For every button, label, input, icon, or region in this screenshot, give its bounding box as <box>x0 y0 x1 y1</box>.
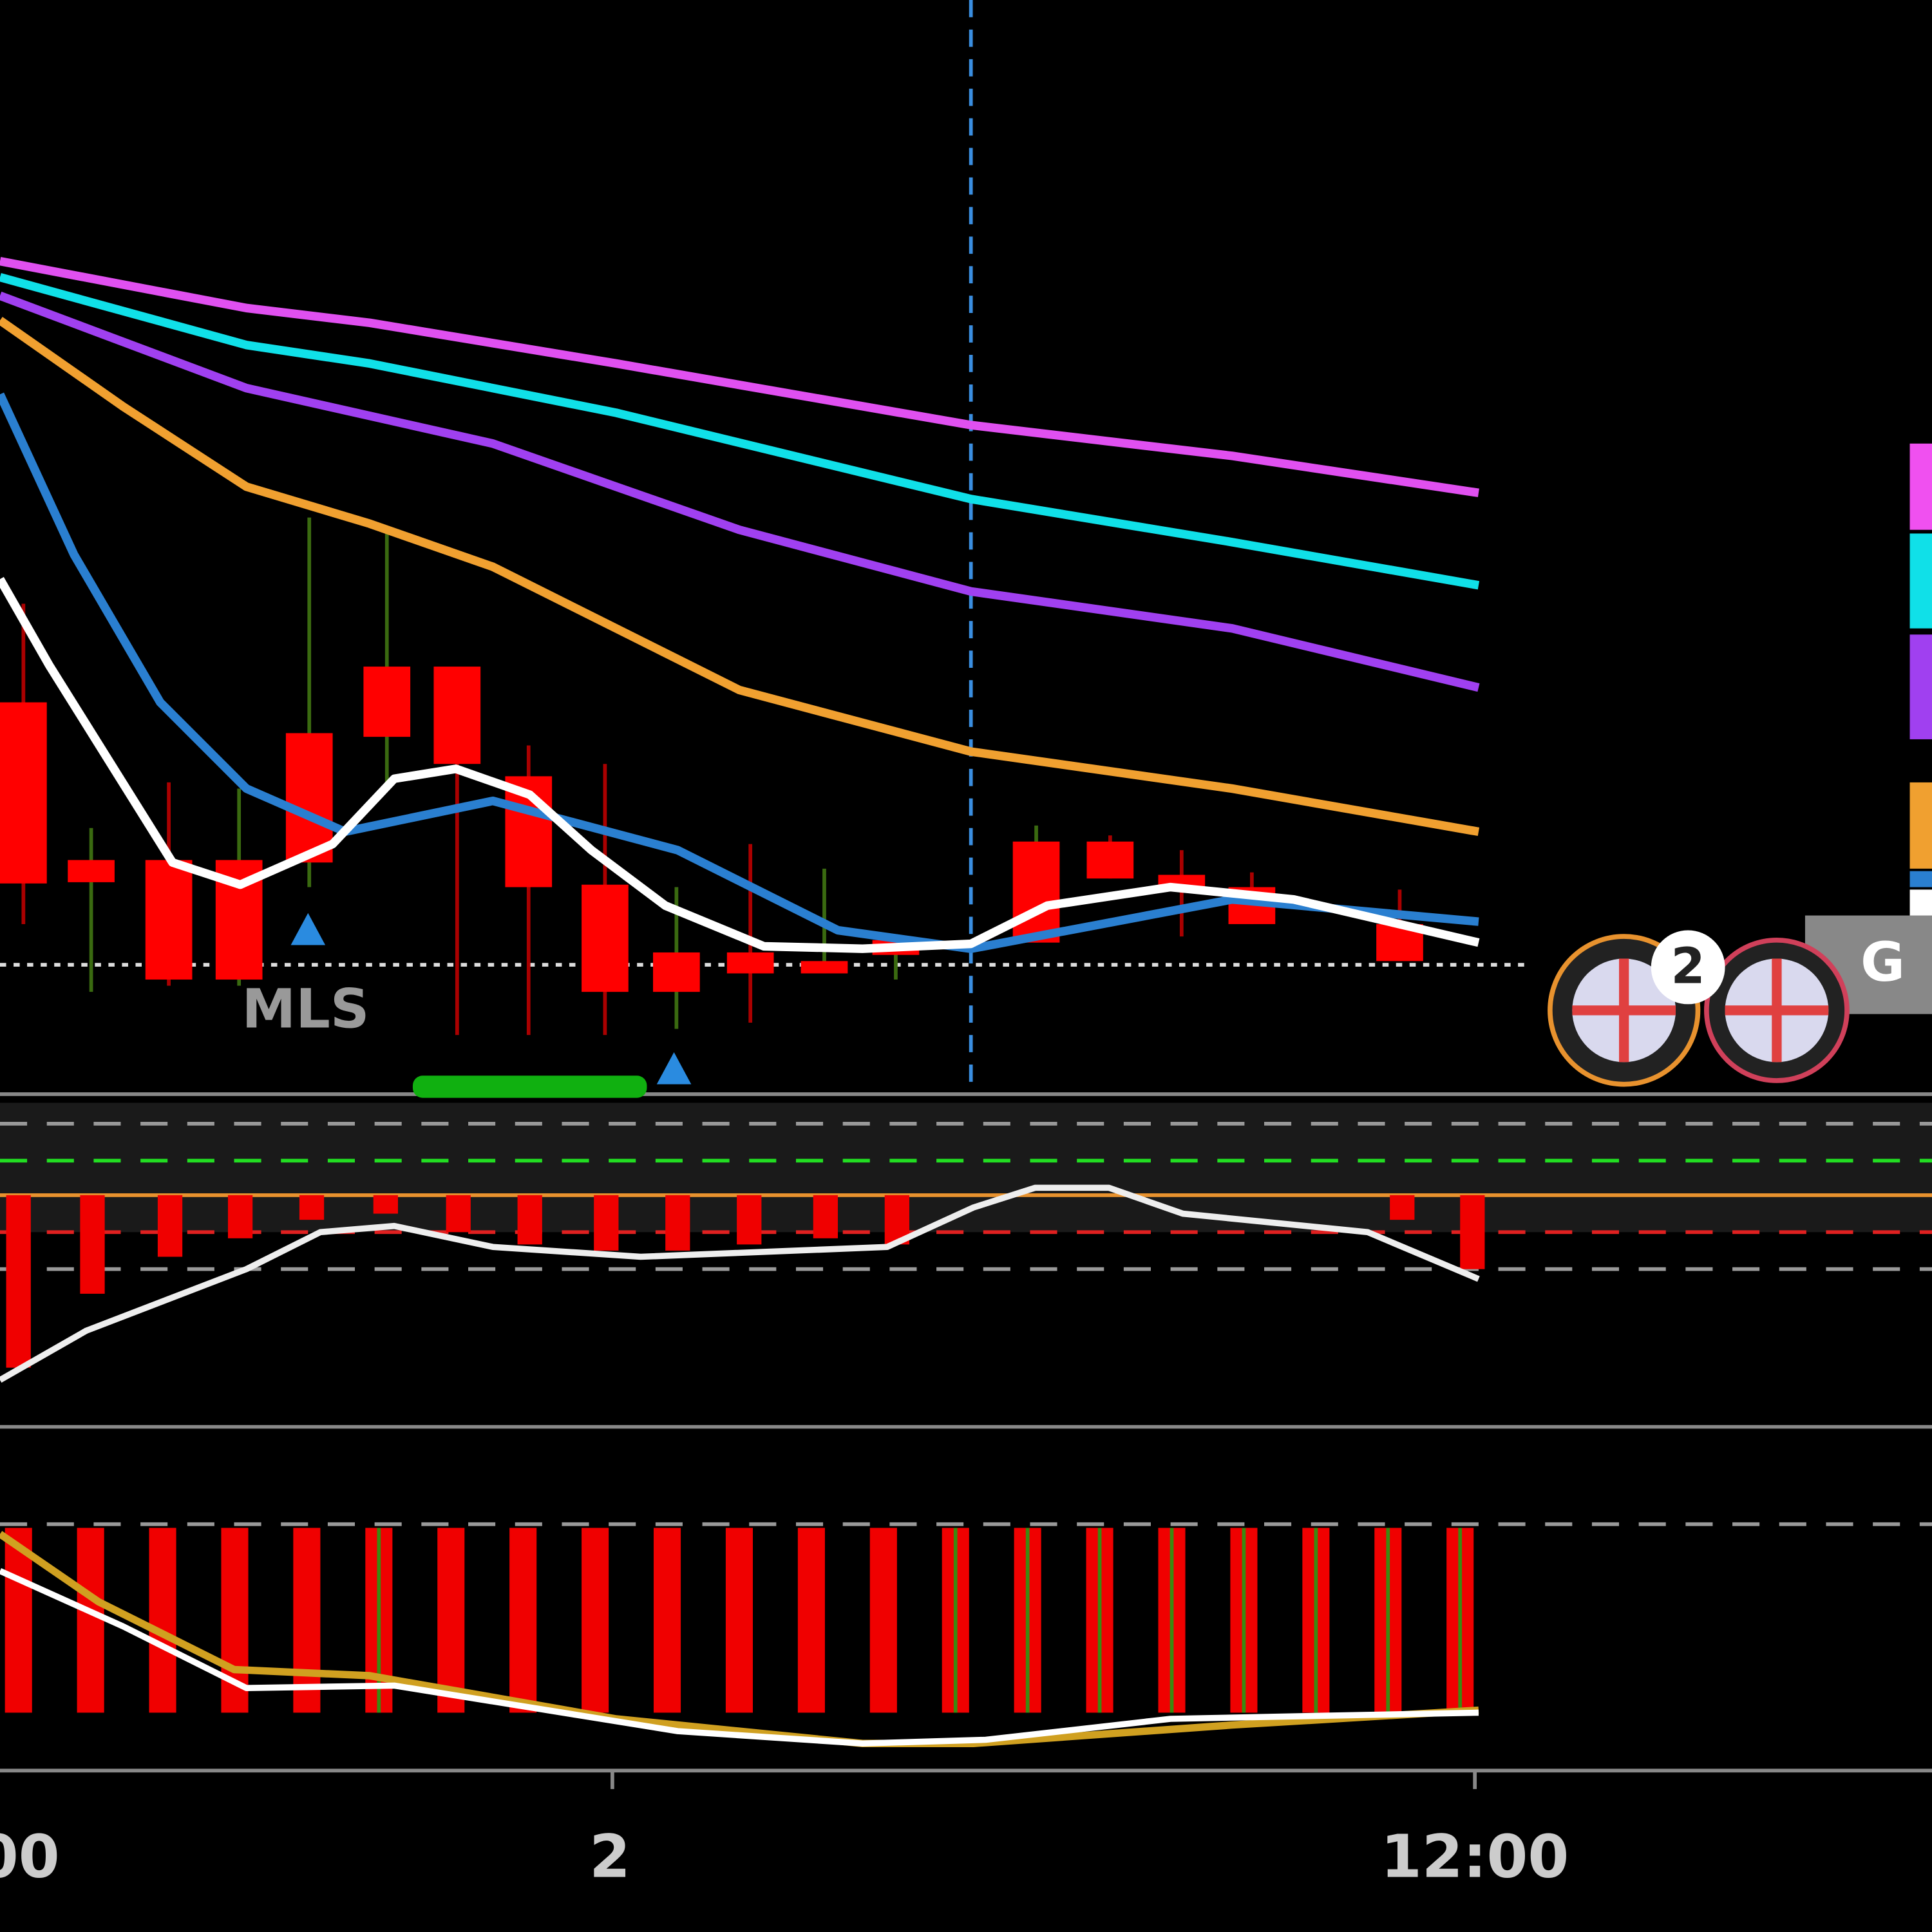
osc-line <box>0 1184 1480 1383</box>
hist-bar <box>5 1528 32 1713</box>
osc-bar <box>446 1195 471 1233</box>
ma-line <box>0 273 1480 590</box>
study-label: MLS <box>242 978 369 1041</box>
candle <box>145 860 193 980</box>
candle <box>726 952 774 974</box>
osc-bar <box>373 1195 398 1214</box>
osc-bar <box>1460 1195 1485 1269</box>
time-label: 2 <box>589 1822 630 1891</box>
ma-line <box>0 392 1479 953</box>
flag-cross <box>1725 958 1829 1063</box>
macd-line <box>0 1568 1479 1747</box>
osc-bar <box>227 1195 253 1238</box>
osc-bar <box>80 1195 105 1294</box>
ma-line <box>0 291 1480 692</box>
osc-bar <box>157 1195 183 1257</box>
hist-bar <box>725 1528 753 1713</box>
osc-bar <box>737 1195 762 1245</box>
axis-tag <box>1909 782 1932 869</box>
ma-line <box>0 316 1480 837</box>
time-label: 12:00 <box>1381 1822 1569 1891</box>
layers <box>0 257 1932 1790</box>
hist-bar <box>582 1528 609 1713</box>
axis-tag <box>1909 634 1932 739</box>
osc-bar <box>517 1195 542 1245</box>
candle <box>433 667 481 764</box>
hist-bar <box>149 1528 176 1713</box>
osc-bar <box>665 1195 690 1251</box>
flag-cross <box>1572 958 1676 1063</box>
candle <box>285 733 333 863</box>
osc-bar <box>299 1195 325 1220</box>
time-label: 00 <box>0 1822 60 1891</box>
osc-bar <box>813 1195 838 1238</box>
axis-tag <box>1909 443 1932 530</box>
axis-tag <box>1909 871 1932 887</box>
candle <box>68 860 115 882</box>
price-tag: G <box>1861 931 1905 994</box>
candle <box>1086 841 1134 879</box>
hist-bar <box>509 1528 537 1713</box>
candle <box>0 702 47 884</box>
ma-line <box>0 257 1479 497</box>
candle <box>653 952 700 992</box>
candle <box>800 961 848 974</box>
osc-bar <box>1390 1195 1415 1220</box>
hist-bar <box>437 1528 465 1713</box>
osc-bar <box>594 1195 619 1251</box>
event-badge <box>1651 930 1725 1005</box>
candle <box>1012 841 1060 943</box>
hist-bar <box>77 1528 104 1713</box>
signal-bar <box>412 1075 647 1098</box>
osc-bar <box>6 1195 31 1368</box>
signal-triangle <box>656 1052 692 1084</box>
ma-line <box>0 576 1480 953</box>
hist-bar <box>797 1528 825 1713</box>
hist-bar <box>293 1528 321 1713</box>
event-badge-count: 2 <box>1671 938 1705 996</box>
hist-bar <box>869 1528 897 1713</box>
hist-bar <box>653 1528 681 1713</box>
axis-tag <box>1909 533 1932 629</box>
candle <box>363 667 411 737</box>
signal-triangle <box>290 913 326 945</box>
candle <box>582 884 629 992</box>
